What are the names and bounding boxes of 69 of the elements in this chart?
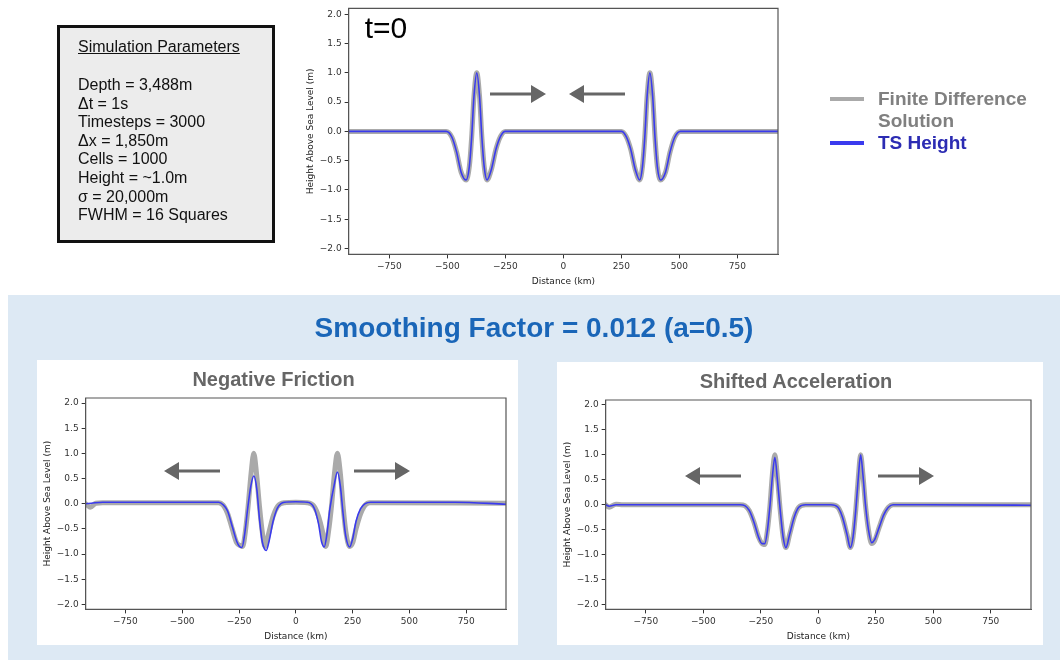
y-tick-label: −1.0 [319,184,342,195]
y-tick-label: 1.5 [64,422,79,433]
x-axis-title: Distance (km) [264,630,328,641]
y-tick-label: 0.0 [327,125,342,136]
x-tick-label: −500 [434,261,460,272]
x-tick-label: 750 [728,261,747,272]
x-tick-label: 500 [670,261,689,272]
y-tick-label: −2.0 [576,598,599,609]
legend-label: TS Height [878,132,967,154]
x-tick-label: 0 [815,616,822,627]
y-axis-title: Height Above Sea Level (m) [304,68,315,195]
y-tick-label: 1.0 [64,447,79,458]
x-tick-label: −750 [376,261,402,272]
y-tick-label: 2.0 [64,397,79,408]
x-tick-label: −250 [748,616,774,627]
x-tick-label: 0 [560,261,567,272]
y-axis-title: Height Above Sea Level (m) [561,441,572,568]
text: Simulation Parameters [78,38,241,56]
legend-label: Finite Difference Solution [878,88,1028,132]
x-tick-label: 750 [457,616,476,627]
text: Δx = 1,850m [78,131,170,151]
y-tick-label: 1.5 [584,424,599,435]
x-tick-label: 750 [982,616,1000,627]
x-tick-label: −500 [691,616,716,627]
x-tick-label: 500 [924,616,943,627]
y-tick-label: −1.0 [56,548,79,559]
x-axis-title: Distance (km) [786,630,850,641]
y-tick-label: −1.5 [56,573,79,584]
x-tick-label: 500 [400,616,419,627]
x-axis-title: Distance (km) [531,275,595,286]
y-tick-label: 2.0 [584,399,599,410]
x-tick-label: 250 [867,616,885,627]
x-tick-label: −250 [492,261,518,272]
text: Timesteps = 3000 [78,113,207,132]
y-tick-label: 0.5 [64,472,79,483]
x-tick-label: 250 [344,616,362,627]
y-axis-title: Height Above Sea Level (m) [41,440,52,567]
text: Height = ~1.0m [78,168,189,188]
y-tick-label: 0.0 [584,499,599,510]
x-tick-label: 0 [292,616,299,627]
text: Cells = 1000 [78,150,169,169]
y-tick-label: −1.0 [576,548,599,559]
x-tick-label: −750 [113,616,139,627]
y-tick-label: 1.0 [327,67,342,78]
y-tick-label: 0.5 [327,96,342,107]
text: FWHM = 16 Squares [78,206,229,225]
y-tick-label: −2.0 [319,242,342,253]
x-tick-label: −250 [226,616,252,627]
y-tick-label: 0.0 [64,498,79,509]
x-tick-label: 250 [612,261,631,272]
y-tick-label: −0.5 [319,155,342,166]
text: Δt = 1s [78,94,130,114]
text: Smoothing Factor = 0.012 (a=0.5) [313,311,755,345]
y-tick-label: 1.5 [327,37,342,48]
y-tick-label: 0.5 [584,474,599,485]
chart-title: Shifted Acceleration [699,369,893,392]
y-tick-label: −2.0 [56,598,79,609]
y-tick-label: 2.0 [327,8,342,19]
y-tick-label: 1.0 [584,449,599,460]
chart-title: Negative Friction [192,367,355,390]
x-tick-label: −500 [169,616,195,627]
y-tick-label: −1.5 [319,213,342,224]
text: σ = 20,000m [78,187,170,207]
annotation: t=0 [364,10,408,44]
y-tick-label: −0.5 [576,523,599,534]
text: Depth = 3,488m [78,76,194,95]
y-tick-label: −0.5 [56,523,79,534]
y-tick-label: −1.5 [576,573,599,584]
x-tick-label: −750 [633,616,659,627]
